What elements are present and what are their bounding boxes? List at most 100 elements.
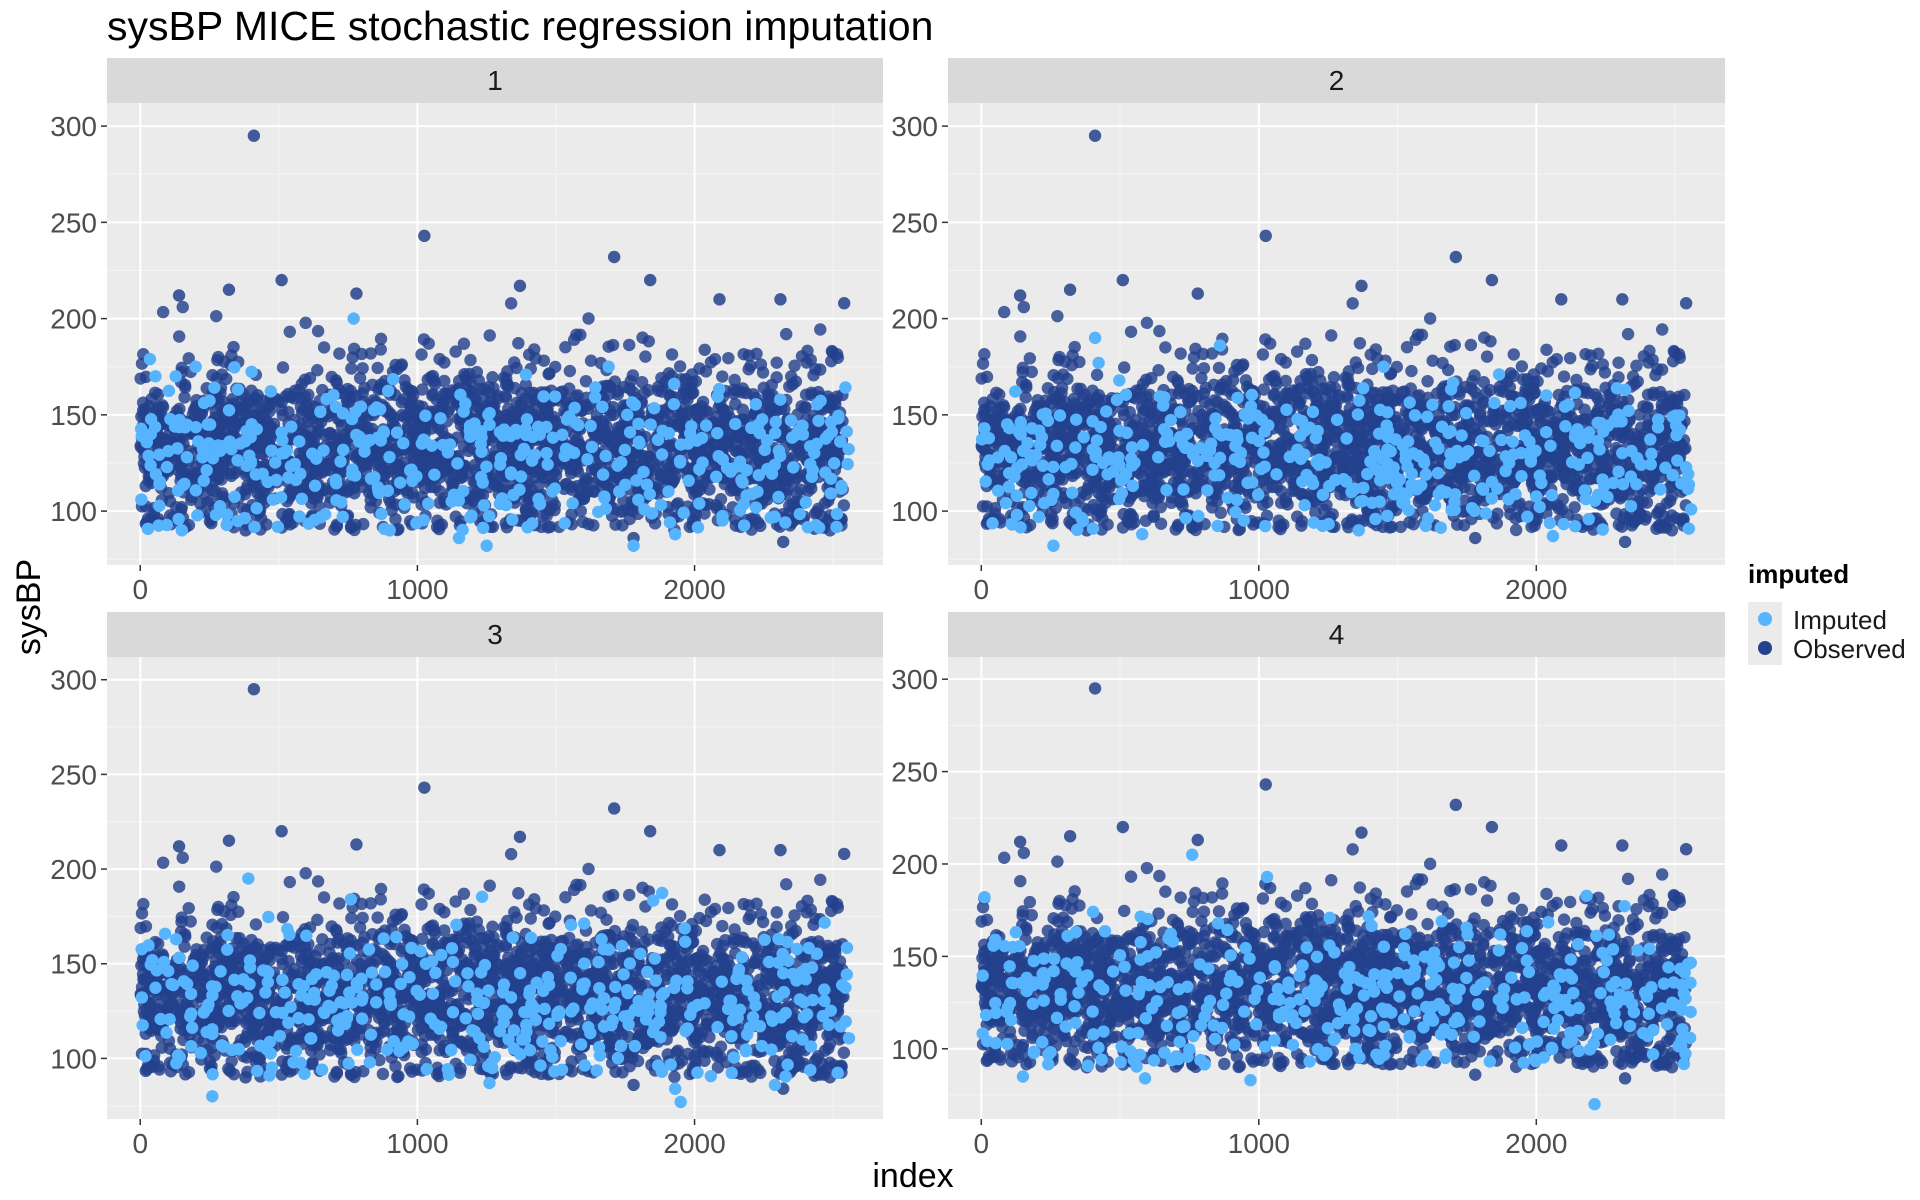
- observed-point: [397, 393, 410, 406]
- data-points: [975, 129, 1698, 552]
- observed-point: [1149, 441, 1162, 455]
- observed-point: [756, 366, 770, 379]
- observed-point: [1346, 297, 1359, 310]
- imputed-point: [372, 486, 386, 500]
- imputed-point: [647, 402, 661, 415]
- imputed-point: [737, 498, 750, 511]
- observed-point: [736, 403, 749, 416]
- observed-point: [267, 417, 281, 431]
- imputed-point: [796, 419, 809, 432]
- imputed-point: [546, 431, 560, 444]
- observed-point: [1665, 524, 1679, 537]
- y-tick-label: 250: [891, 207, 938, 238]
- imputed-point: [556, 428, 569, 441]
- imputed-point: [513, 483, 526, 496]
- observed-point: [457, 337, 471, 350]
- observed-point: [222, 283, 236, 296]
- imputed-point: [655, 448, 669, 461]
- x-tick-label: 1000: [1228, 574, 1290, 605]
- observed-point: [1398, 385, 1411, 398]
- observed-point: [1327, 371, 1341, 384]
- imputed-point: [755, 413, 769, 426]
- observed-point: [1489, 418, 1502, 431]
- observed-point: [543, 367, 556, 380]
- observed-point: [330, 520, 344, 533]
- imputed-point: [483, 418, 496, 432]
- observed-point: [1256, 348, 1270, 361]
- imputed-point: [434, 412, 447, 425]
- imputed-point: [189, 484, 203, 497]
- observed-point: [728, 373, 741, 387]
- imputed-point: [640, 478, 654, 491]
- observed-point: [418, 229, 431, 243]
- observed-point: [1626, 370, 1640, 383]
- imputed-point: [383, 450, 396, 464]
- observed-point: [812, 502, 825, 516]
- observed-point: [724, 484, 738, 497]
- imputed-point: [475, 431, 488, 444]
- observed-point: [519, 378, 533, 391]
- observed-point: [175, 503, 188, 516]
- imputed-point: [827, 457, 841, 470]
- observed-point: [416, 383, 429, 396]
- observed-point: [491, 392, 504, 405]
- observed-point: [801, 344, 814, 358]
- observed-point: [673, 360, 687, 373]
- imputed-point: [417, 513, 430, 527]
- imputed-point: [275, 447, 289, 460]
- imputed-point: [493, 458, 507, 471]
- y-tick-label: 200: [891, 304, 938, 335]
- imputed-point: [334, 455, 347, 468]
- imputed-point: [308, 513, 321, 527]
- observed-point: [405, 385, 419, 398]
- observed-point: [790, 486, 803, 499]
- imputed-point: [526, 430, 539, 444]
- imputed-point: [537, 390, 550, 403]
- imputed-point: [525, 454, 539, 467]
- observed-point: [1641, 388, 1655, 401]
- observed-point: [329, 374, 343, 387]
- observed-point: [387, 411, 401, 425]
- y-tick-label: 150: [891, 400, 938, 431]
- observed-point: [1426, 354, 1439, 367]
- imputed-point: [480, 460, 493, 473]
- imputed-point: [584, 419, 597, 433]
- imputed-point: [169, 370, 182, 383]
- imputed-point: [250, 502, 263, 515]
- observed-point: [582, 312, 595, 325]
- observed-point: [1299, 337, 1312, 350]
- observed-point: [1186, 520, 1199, 533]
- observed-point: [748, 512, 762, 525]
- observed-point: [374, 461, 388, 474]
- observed-point: [602, 340, 615, 353]
- observed-point: [429, 480, 442, 494]
- imputed-point: [275, 426, 288, 439]
- imputed-point: [477, 499, 491, 512]
- observed-point: [655, 371, 668, 385]
- observed-point: [449, 510, 462, 523]
- imputed-point: [397, 437, 410, 450]
- x-tick-label: 1000: [386, 574, 448, 605]
- imputed-point: [220, 518, 233, 532]
- observed-point: [178, 391, 191, 404]
- imputed-point: [740, 464, 753, 477]
- observed-point: [176, 300, 189, 314]
- observed-point: [449, 345, 462, 358]
- observed-point: [446, 477, 459, 490]
- observed-point: [639, 350, 652, 363]
- imputed-point: [390, 426, 404, 439]
- imputed-point: [691, 521, 705, 534]
- imputed-point: [245, 365, 258, 379]
- observed-point: [690, 403, 703, 416]
- observed-point: [257, 406, 271, 419]
- imputed-point: [588, 390, 602, 404]
- imputed-point: [228, 490, 241, 503]
- imputed-point: [152, 519, 165, 532]
- imputed-point: [682, 474, 695, 487]
- observed-point: [529, 352, 542, 365]
- imputed-point: [336, 443, 350, 457]
- observed-point: [623, 338, 636, 352]
- x-tick-label: 2000: [663, 574, 725, 605]
- observed-point: [1592, 403, 1605, 417]
- observed-point: [174, 460, 187, 473]
